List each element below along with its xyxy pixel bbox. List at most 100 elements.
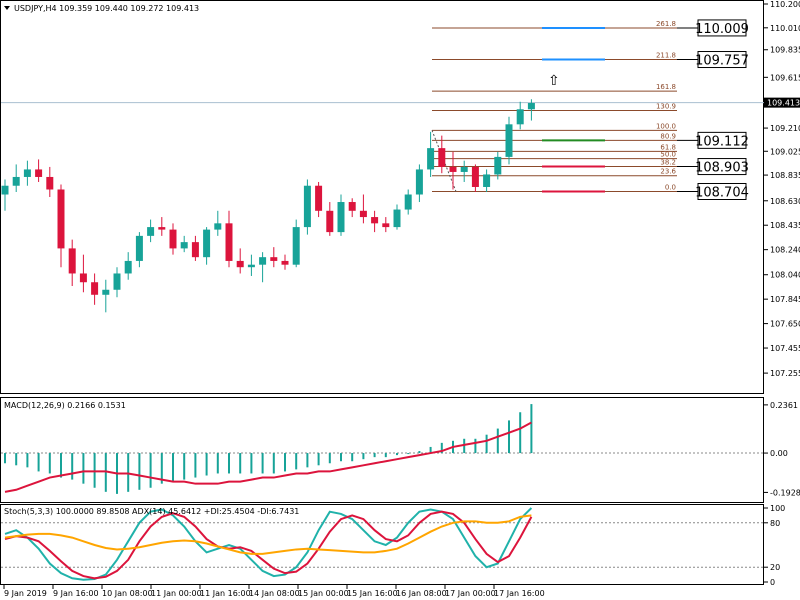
price-axis-label: 108.435	[770, 221, 800, 230]
candle-body	[1, 185, 9, 195]
macd-histogram-bar	[272, 453, 275, 474]
candle-body	[68, 248, 76, 274]
price-axis-label: 107.455	[770, 344, 800, 353]
macd-pane[interactable]	[1, 404, 764, 494]
price-axis-label: 108.835	[770, 171, 800, 180]
macd-histogram-bar	[194, 453, 197, 478]
candle-body	[270, 257, 278, 261]
macd-histogram-bar	[317, 453, 320, 466]
macd-histogram-bar	[37, 453, 40, 472]
price-axis-label: 108.630	[770, 197, 800, 206]
fib-level-label: 80.9	[660, 132, 676, 140]
fib-level-label: 100.0	[656, 122, 676, 130]
candle-body	[438, 148, 446, 167]
macd-histogram-bar	[205, 453, 208, 476]
candle-body	[382, 223, 390, 228]
target-level-box	[697, 51, 747, 69]
candle-body	[191, 242, 199, 258]
candle-body	[527, 103, 535, 110]
stoch-series-line	[4, 507, 533, 581]
macd-histogram-bar	[26, 453, 29, 468]
candle-body	[113, 273, 121, 290]
current-price-label: 109.413	[767, 99, 800, 108]
macd-histogram-bar	[362, 453, 365, 460]
time-axis-label: 9 Jan 16:00	[53, 589, 99, 598]
macd-histogram-bar	[373, 453, 376, 458]
time-axis-label: 11 Jan 16:00	[200, 589, 251, 598]
stoch-header-text: Stoch(5,3,3) 100.0000 89.8508 ADX(14) 45…	[4, 507, 299, 516]
target-level-value: 108.704	[695, 185, 749, 200]
macd-axis-label: 0.2361	[770, 401, 798, 410]
target-level-value: 109.757	[695, 54, 749, 69]
macd-histogram-bar	[440, 442, 443, 454]
candle-body	[169, 229, 177, 249]
macd-histogram-bar	[250, 453, 253, 474]
time-axis-label: 15 Jan 16:00	[347, 589, 398, 598]
macd-histogram-bar	[93, 453, 96, 488]
macd-histogram-bar	[407, 453, 410, 455]
target-level-value: 108.903	[695, 161, 749, 176]
target-level-box	[697, 19, 747, 37]
candle-body	[292, 227, 300, 265]
macd-histogram-bar	[239, 453, 242, 474]
macd-histogram-bar	[183, 453, 186, 480]
stoch-axis-label: 0	[770, 578, 775, 587]
fib-level-label: 50.0	[660, 151, 676, 159]
stoch-axis-label: 100	[770, 504, 785, 513]
candle-body	[415, 169, 423, 195]
candle-body	[494, 156, 502, 175]
macd-histogram-bar	[351, 453, 354, 462]
target-level-box	[697, 158, 747, 176]
candle-body	[46, 176, 54, 190]
main-header-text: USDJPY,H4 109.359 109.440 109.272 109.41…	[14, 4, 199, 13]
candle-body	[315, 185, 323, 211]
candle-body	[516, 109, 524, 125]
fib-level-label: 211.8	[656, 52, 676, 60]
macd-histogram-bar	[418, 451, 421, 454]
stoch-pane[interactable]	[1, 507, 764, 581]
candle-body	[247, 264, 255, 268]
candle-body	[471, 166, 479, 187]
candle-body	[281, 260, 289, 265]
macd-histogram-bar	[295, 453, 298, 470]
candle-body	[460, 166, 468, 172]
candle-body	[102, 289, 110, 295]
dropdown-triangle-icon[interactable]	[4, 6, 10, 10]
time-axis-label: 17 Jan 00:00	[445, 589, 496, 598]
candle-body	[12, 176, 20, 186]
candle-body	[505, 124, 513, 157]
macd-histogram-bar	[396, 453, 398, 456]
target-level-value: 110.009	[695, 22, 749, 37]
candle-body	[214, 223, 222, 230]
macd-pane-border	[0, 397, 764, 503]
candle-body	[348, 202, 356, 211]
macd-histogram-bar	[384, 453, 387, 458]
current-price-tag	[764, 97, 800, 108]
candle-body	[326, 210, 334, 233]
macd-histogram-bar	[228, 453, 230, 474]
time-axis-label: 15 Jan 00:00	[298, 589, 349, 598]
macd-histogram-bar	[104, 453, 107, 492]
candle-body	[91, 282, 99, 295]
macd-histogram-bar	[463, 438, 466, 454]
candle-body	[203, 229, 211, 258]
fib-level-label: 130.9	[656, 103, 676, 111]
candle-body	[371, 217, 379, 224]
candle-body	[180, 242, 188, 249]
price-axis-label: 108.040	[770, 271, 800, 280]
candle-body	[404, 194, 412, 210]
candle-body	[449, 166, 457, 172]
main-price-pane[interactable]: 261.8 211.8 161.8 130.9 100.0 80.9 61.850.038.…	[1, 19, 764, 313]
macd-histogram-bar	[82, 453, 85, 484]
candle-body	[57, 189, 65, 249]
macd-histogram-bar	[4, 453, 6, 464]
macd-histogram-bar	[496, 428, 499, 454]
fib-level-label: 38.2	[660, 159, 676, 167]
candle-body	[147, 227, 155, 236]
macd-histogram-bar	[530, 404, 533, 454]
fib-level-label: 261.8	[656, 20, 676, 28]
candle-body	[236, 260, 244, 268]
macd-histogram-bar	[71, 453, 74, 480]
